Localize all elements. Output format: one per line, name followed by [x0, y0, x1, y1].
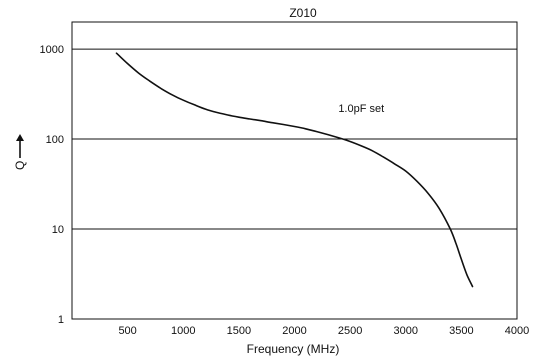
series-layer [115, 52, 474, 288]
x-tick-label: 2500 [338, 325, 362, 337]
plot-frame [71, 21, 518, 320]
grid-layer [72, 48, 517, 230]
chart-title: Z010 [289, 6, 317, 20]
y-tick-label: 1 [58, 314, 64, 326]
x-tick-label: 4000 [505, 325, 529, 337]
x-axis-label: Frequency (MHz) [247, 342, 340, 356]
y-tick-label: 10 [52, 224, 64, 236]
x-tick-label: 500 [118, 325, 136, 337]
y-tick-label: 100 [46, 134, 64, 146]
x-tick-label: 1500 [227, 325, 251, 337]
y-axis-label: Q [13, 161, 27, 170]
annotation-layer: 1.0pF set [338, 103, 384, 115]
x-tick-label: 3500 [449, 325, 473, 337]
series-annotation: 1.0pF set [338, 103, 384, 115]
series-line [115, 52, 474, 288]
x-axis-ticks: 500 1000 1500 2000 2500 3000 3500 4000 [118, 325, 529, 337]
x-tick-label: 1000 [171, 325, 195, 337]
y-axis-label-group: Q [13, 134, 27, 170]
x-tick-label: 3000 [394, 325, 418, 337]
y-tick-label: 1000 [40, 44, 64, 56]
x-tick-label: 2000 [282, 325, 306, 337]
y-axis-arrow-icon [16, 134, 24, 141]
y-axis-ticks: 1 10 100 1000 [40, 44, 64, 326]
